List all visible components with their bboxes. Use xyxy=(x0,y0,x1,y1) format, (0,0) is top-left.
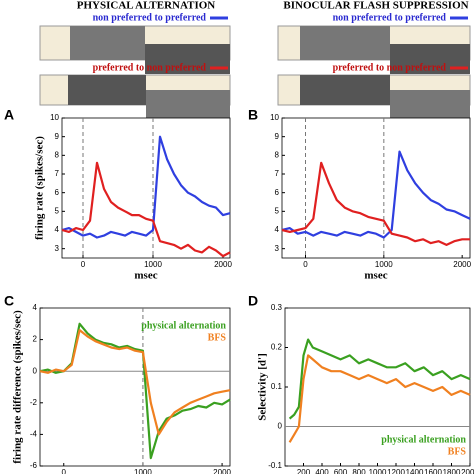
panel-letter: D xyxy=(248,293,258,309)
y-tick-label: 7 xyxy=(55,169,60,178)
y-tick-label: 4 xyxy=(33,303,38,312)
x-tick-label: 0 xyxy=(81,260,86,269)
y-tick-label: 6 xyxy=(55,188,60,197)
y-axis-label: Selectivity [d'] xyxy=(257,353,269,421)
y-tick-label: 5 xyxy=(275,206,280,215)
panel-letter: A xyxy=(4,107,14,123)
y-tick-label: 9 xyxy=(275,132,280,141)
legend-label: preferred to non preferred xyxy=(333,62,447,73)
panel-title: BINOCULAR FLASH SUPPRESSION xyxy=(283,0,468,12)
y-tick-label: -2 xyxy=(30,398,38,407)
x-tick-label: 1000 xyxy=(369,468,387,474)
series-line xyxy=(39,329,231,436)
x-tick-label: 200 xyxy=(297,468,311,474)
y-tick-label: 0.2 xyxy=(271,343,283,352)
plot-frame xyxy=(61,117,231,259)
x-tick-label: 2000 xyxy=(453,260,471,269)
x-tick-label: 2000 xyxy=(213,468,231,474)
y-tick-label: -4 xyxy=(30,430,38,439)
panel-letter: C xyxy=(4,293,14,309)
grating xyxy=(390,90,470,118)
legend-label: preferred to non preferred xyxy=(93,62,207,73)
y-tick-label: 6 xyxy=(275,188,280,197)
stimulus-strips xyxy=(39,25,471,118)
x-tick-label: 1600 xyxy=(424,468,442,474)
y-tick-label: -6 xyxy=(30,461,38,470)
series-line xyxy=(39,322,231,460)
panel-title: PHYSICAL ALTERNATION xyxy=(77,0,216,12)
x-tick-label: 2000 xyxy=(214,260,232,269)
y-tick-label: 2 xyxy=(33,335,38,344)
x-tick-label: 1800 xyxy=(443,468,461,474)
series-line xyxy=(288,338,471,420)
series-line xyxy=(288,354,471,443)
y-tick-label: 10 xyxy=(50,113,59,122)
y-tick-label: 8 xyxy=(55,150,60,159)
x-tick-label: 1200 xyxy=(387,468,405,474)
legend-label: physical alternation xyxy=(141,320,226,331)
y-tick-label: 4 xyxy=(55,225,60,234)
y-tick-label: -0.1 xyxy=(268,461,282,470)
plot-frame xyxy=(39,307,231,467)
x-axis-label: msec xyxy=(364,270,387,282)
y-tick-label: 0 xyxy=(33,366,38,375)
series-line xyxy=(61,161,231,258)
x-axis-label: msec xyxy=(134,270,157,282)
legend-label: BFS xyxy=(208,332,227,343)
x-tick-label: 1000 xyxy=(144,260,162,269)
panel-letter: B xyxy=(248,107,258,123)
x-tick-label: 0 xyxy=(303,260,308,269)
plot-frame xyxy=(281,117,471,259)
y-tick-label: 9 xyxy=(55,132,60,141)
y-tick-label: 0.1 xyxy=(271,382,283,391)
grating xyxy=(146,90,230,118)
monkey-faces xyxy=(300,75,390,105)
y-tick-label: 5 xyxy=(55,206,60,215)
y-tick-label: 0.3 xyxy=(271,303,283,312)
y-axis-label: firing rate difference (spikes/sec) xyxy=(12,310,24,464)
series-line xyxy=(61,135,231,239)
x-tick-label: 600 xyxy=(334,468,348,474)
y-tick-label: 3 xyxy=(275,244,280,253)
x-tick-label: 1000 xyxy=(134,468,152,474)
y-axis-label: firing rate (spikes/sec) xyxy=(34,136,46,240)
x-tick-label: 2000 xyxy=(461,468,474,474)
series-line xyxy=(281,161,470,246)
y-tick-label: 4 xyxy=(275,225,280,234)
grating xyxy=(70,26,145,60)
legend-label: non preferred to preferred xyxy=(93,12,207,23)
y-tick-label: 8 xyxy=(275,150,280,159)
x-tick-label: 400 xyxy=(315,468,329,474)
y-tick-label: 0 xyxy=(278,422,283,431)
y-tick-label: 10 xyxy=(270,113,279,122)
legend-label: non preferred to preferred xyxy=(333,12,447,23)
x-tick-label: 1000 xyxy=(375,260,393,269)
grating xyxy=(300,26,390,60)
x-tick-label: 0 xyxy=(62,468,67,474)
monkey-faces xyxy=(68,75,146,105)
legend-label: BFS xyxy=(448,446,467,457)
x-tick-label: 800 xyxy=(352,468,366,474)
y-tick-label: 3 xyxy=(55,244,60,253)
x-tick-label: 1400 xyxy=(406,468,424,474)
series-line xyxy=(281,150,471,239)
legend-label: physical alternation xyxy=(381,434,466,445)
y-tick-label: 7 xyxy=(275,169,280,178)
